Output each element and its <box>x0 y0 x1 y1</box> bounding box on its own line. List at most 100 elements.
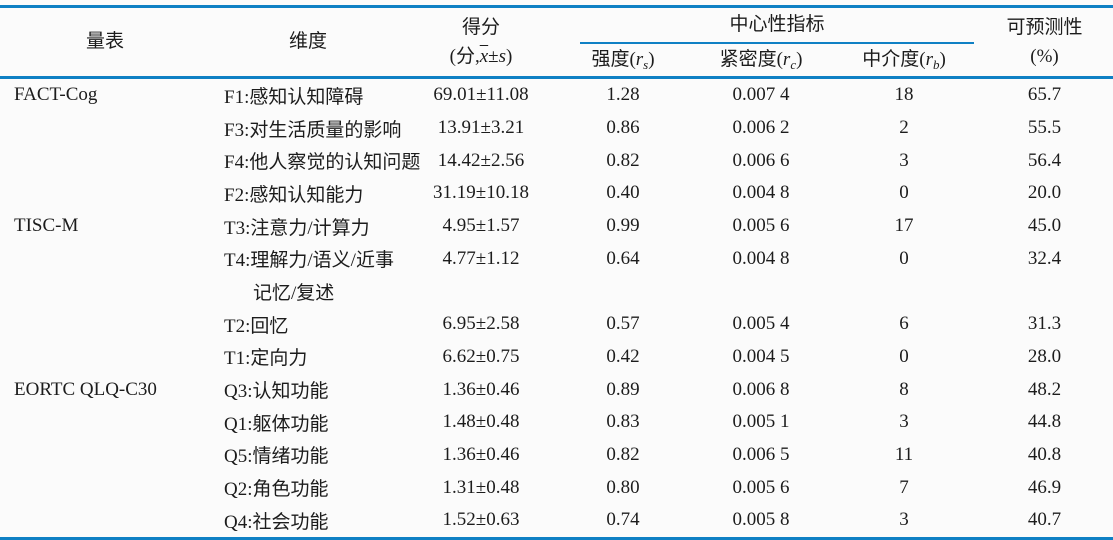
cell-score: 1.31±0.48 <box>442 476 520 498</box>
cell-closeness: 0.006 5 <box>732 443 790 465</box>
cell-betweenness: 18 <box>894 84 914 106</box>
cell-strength: 0.99 <box>606 215 640 237</box>
header-score-line2: (分,x±s) <box>449 46 513 67</box>
cell-score: 69.01±11.08 <box>433 84 529 106</box>
cell-closeness: 0.007 4 <box>732 84 790 106</box>
table-row: T2:回忆 6.95±2.58 0.57 0.005 4 6 31.3 <box>0 308 1113 341</box>
cell-dimension: T1:定向力 <box>224 348 308 370</box>
cell-betweenness: 6 <box>899 313 909 335</box>
cell-score: 1.52±0.63 <box>442 509 520 531</box>
cell-closeness: 0.005 4 <box>732 313 790 335</box>
table-body: FACT-Cog F1:感知认知障碍 69.01±11.08 1.28 0.007 4 1… <box>0 78 1113 539</box>
header-score: 得分 (分,x±s) <box>406 7 556 78</box>
cell-scale <box>0 504 210 538</box>
cell-betweenness: 8 <box>899 378 909 400</box>
cell-score: 14.42±2.56 <box>437 149 525 171</box>
cell-score: 1.48±0.48 <box>442 411 520 433</box>
cell-dimension: F3:对生活质量的影响 <box>224 119 402 141</box>
cell-scale <box>0 242 210 275</box>
cell-predictability: 31.3 <box>1027 313 1062 335</box>
cell-predictability: 46.9 <box>1027 476 1062 498</box>
table-row: Q1:躯体功能 1.48±0.48 0.83 0.005 1 3 44.8 <box>0 406 1113 439</box>
cell-score <box>406 275 556 308</box>
cell-closeness: 0.006 8 <box>732 378 790 400</box>
cell-dimension: F2:感知认知能力 <box>224 184 364 206</box>
cell-scale: FACT-Cog <box>14 84 98 106</box>
cell-predictability: 40.8 <box>1027 443 1062 465</box>
header-centrality-label: 中心性指标 <box>580 8 975 44</box>
cell-predictability: 32.4 <box>1027 247 1062 269</box>
cell-betweenness: 11 <box>894 443 914 465</box>
xbar-symbol: x <box>479 46 489 67</box>
cell-dimension: Q4:社会功能 <box>224 511 329 533</box>
cell-closeness: 0.004 8 <box>732 182 790 204</box>
cell-dimension: F4:他人察觉的认知问题 <box>224 152 421 174</box>
cell-dimension: Q3:认知功能 <box>224 381 329 403</box>
cell-predictability: 44.8 <box>1027 411 1062 433</box>
cell-score: 6.62±0.75 <box>442 345 520 367</box>
cell-closeness: 0.006 2 <box>732 117 790 139</box>
table-row: 记忆/复述 <box>0 275 1113 308</box>
cell-strength: 0.83 <box>606 411 640 433</box>
table-row: EORTC QLQ-C30 Q3:认知功能 1.36±0.46 0.89 0.006 8… <box>0 373 1113 406</box>
cell-strength: 0.40 <box>606 182 640 204</box>
cell-betweenness: 3 <box>899 149 909 171</box>
cell-dimension: T3:注意力/计算力 <box>224 217 370 239</box>
table-row: F4:他人察觉的认知问题 14.42±2.56 0.82 0.006 6 3 56.4 <box>0 144 1113 177</box>
cell-scale <box>0 341 210 374</box>
table-row: F2:感知认知能力 31.19±10.18 0.40 0.004 8 0 20.0 <box>0 177 1113 210</box>
cell-closeness: 0.004 5 <box>732 345 790 367</box>
cell-closeness: 0.005 6 <box>732 476 790 498</box>
table-row: Q4:社会功能 1.52±0.63 0.74 0.005 8 3 40.7 <box>0 504 1113 538</box>
table-row: Q2:角色功能 1.31±0.48 0.80 0.005 6 7 46.9 <box>0 471 1113 504</box>
cell-predictability: 40.7 <box>1027 509 1062 531</box>
cell-closeness: 0.005 6 <box>732 215 790 237</box>
cell-scale: EORTC QLQ-C30 <box>14 378 157 400</box>
cell-predictability: 48.2 <box>1027 378 1062 400</box>
header-scale: 量表 <box>85 31 124 52</box>
cell-strength: 0.82 <box>606 149 640 171</box>
cell-dimension: Q2:角色功能 <box>224 479 329 501</box>
header-score-line1: 得分 <box>461 17 500 38</box>
cell-predictability: 20.0 <box>1027 182 1062 204</box>
cell-predictability <box>976 275 1113 308</box>
cell-scale <box>0 275 210 308</box>
cell-strength: 0.42 <box>606 345 640 367</box>
header-dimension: 维度 <box>288 31 327 52</box>
cell-betweenness: 7 <box>899 476 909 498</box>
cell-betweenness: 0 <box>899 247 909 269</box>
header-predictability: 可预测性 (%) <box>976 7 1113 78</box>
table-row: FACT-Cog F1:感知认知障碍 69.01±11.08 1.28 0.007 4 1… <box>0 78 1113 112</box>
cell-score: 4.95±1.57 <box>442 215 520 237</box>
cell-dimension: T2:回忆 <box>224 315 289 337</box>
header-centrality-group: 中心性指标 <box>556 7 976 44</box>
cell-strength: 0.86 <box>606 117 640 139</box>
cell-betweenness: 17 <box>894 215 914 237</box>
cell-dimension: 记忆/复述 <box>253 282 335 304</box>
cell-dimension: F1:感知认知障碍 <box>224 86 364 108</box>
cell-score: 1.36±0.46 <box>442 378 520 400</box>
table-row: T4:理解力/语义/近事 4.77±1.12 0.64 0.004 8 0 32.4 <box>0 242 1113 275</box>
cell-scale <box>0 439 210 472</box>
cell-betweenness: 2 <box>899 117 909 139</box>
cell-scale <box>0 144 210 177</box>
header-strength: 强度(rs) <box>591 49 655 72</box>
cell-closeness: 0.006 6 <box>732 149 790 171</box>
cell-closeness <box>690 275 832 308</box>
cell-dimension: T4:理解力/语义/近事 <box>224 250 394 272</box>
cell-betweenness: 0 <box>899 345 909 367</box>
cell-score: 13.91±3.21 <box>437 117 525 139</box>
cell-scale <box>0 471 210 504</box>
cell-closeness: 0.005 8 <box>732 509 790 531</box>
cell-scale <box>0 308 210 341</box>
table-row: TISC-M T3:注意力/计算力 4.95±1.57 0.99 0.005 6 17 45… <box>0 210 1113 243</box>
cell-score: 31.19±10.18 <box>433 182 529 204</box>
header-predictability-line2: (%) <box>1030 46 1059 67</box>
cell-score: 1.36±0.46 <box>442 443 520 465</box>
cell-betweenness: 0 <box>899 182 909 204</box>
cell-strength: 0.74 <box>606 509 640 531</box>
cell-closeness: 0.005 1 <box>732 411 790 433</box>
cell-strength: 0.64 <box>606 247 640 269</box>
cell-dimension: Q5:情绪功能 <box>224 446 329 468</box>
